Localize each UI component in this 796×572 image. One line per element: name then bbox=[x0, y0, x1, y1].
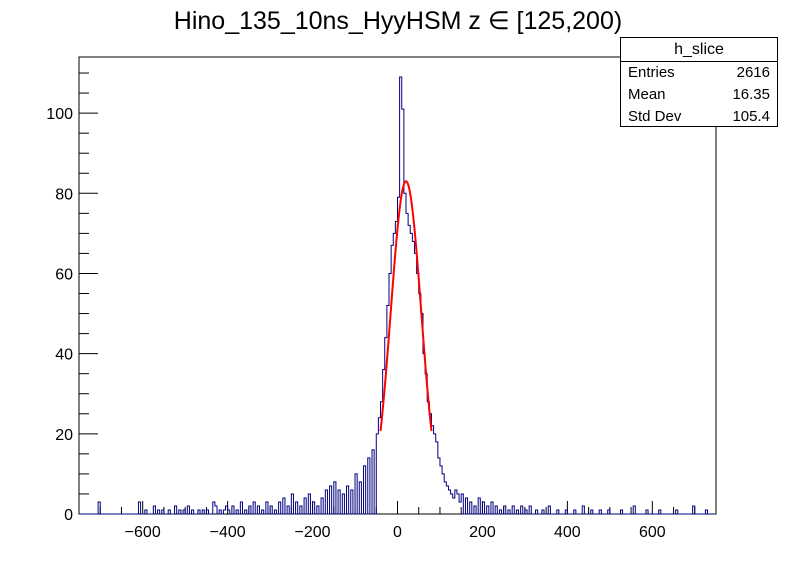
histogram-bin bbox=[454, 498, 456, 514]
x-tick-label: −400 bbox=[210, 524, 246, 541]
axes: −600 −400 −200 0 200 400 600 0 20 40 60 80 100 bbox=[46, 72, 717, 541]
y-tick-label: 60 bbox=[55, 266, 73, 283]
stats-label: Mean bbox=[628, 86, 666, 103]
x-tick-label: 600 bbox=[639, 524, 666, 541]
histogram-bin bbox=[445, 482, 447, 514]
x-tick-label: 0 bbox=[393, 524, 402, 541]
stats-label: Entries bbox=[628, 64, 675, 81]
stats-box-title: h_slice bbox=[621, 38, 777, 62]
histogram-bin bbox=[405, 193, 407, 514]
histogram-bin bbox=[411, 233, 413, 514]
histogram-bin bbox=[413, 241, 415, 514]
stats-value: 105.4 bbox=[732, 108, 770, 125]
stats-value: 2616 bbox=[736, 64, 770, 81]
y-tick-label: 40 bbox=[55, 347, 73, 364]
chart-title: Hino_135_10ns_HyyHSM z ∈ [125,200) bbox=[173, 7, 623, 35]
x-tick-label: 400 bbox=[554, 524, 581, 541]
y-tick-label: 100 bbox=[46, 106, 73, 123]
histogram-bin bbox=[379, 418, 381, 514]
stats-box: h_slice Entries 2616 Mean 16.35 Std Dev … bbox=[620, 37, 778, 127]
histogram-outline bbox=[79, 76, 716, 515]
x-tick-label: −200 bbox=[295, 524, 331, 541]
histogram-bin bbox=[409, 225, 411, 514]
histogram-bin bbox=[399, 197, 401, 514]
stats-value: 16.35 bbox=[732, 86, 770, 103]
histogram-bin bbox=[433, 426, 435, 514]
stats-row-stddev: Std Dev 105.4 bbox=[621, 106, 777, 128]
x-tick-label: 200 bbox=[469, 524, 496, 541]
y-tick-label: 0 bbox=[64, 507, 73, 524]
x-tick-label: −600 bbox=[125, 524, 161, 541]
histogram-bin bbox=[224, 510, 226, 514]
gaussian-fit-curve bbox=[379, 180, 433, 432]
y-tick-label: 80 bbox=[55, 186, 73, 203]
histogram-bin bbox=[396, 221, 398, 514]
histogram-bin bbox=[407, 213, 409, 514]
stats-row-entries: Entries 2616 bbox=[621, 62, 777, 84]
histogram-bin bbox=[435, 434, 437, 514]
histogram-bin bbox=[416, 253, 418, 514]
histogram-bin bbox=[401, 77, 403, 514]
histogram-bin bbox=[377, 434, 379, 514]
histogram-bin bbox=[394, 233, 396, 514]
stats-label: Std Dev bbox=[628, 108, 682, 125]
histogram-bin bbox=[418, 273, 420, 514]
y-tick-label: 20 bbox=[55, 427, 73, 444]
stats-row-mean: Mean 16.35 bbox=[621, 84, 777, 106]
